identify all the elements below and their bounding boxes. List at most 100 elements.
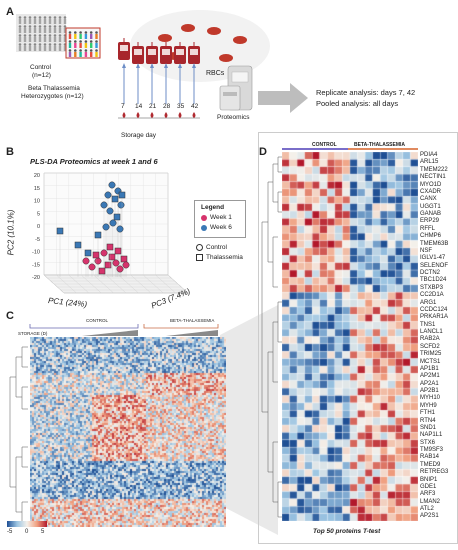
person-icon (48, 19, 52, 24)
person-icon (48, 34, 52, 37)
protein-label: STX6 (420, 439, 436, 446)
person-icon (53, 37, 57, 42)
person-icon (28, 37, 32, 42)
person-icon (48, 46, 52, 51)
scatter-point-control (117, 201, 125, 209)
storage-day-42: 42 (191, 103, 199, 110)
person-icon (38, 16, 42, 19)
person-icon (53, 43, 57, 46)
person-icon (53, 25, 57, 28)
scale-tick-5: 5 (41, 529, 45, 535)
protein-label: LANCL1 (420, 329, 443, 335)
person-icon (58, 19, 62, 24)
person-icon (63, 25, 67, 28)
thalassemia-group-icon (65, 27, 101, 59)
person-icon (23, 19, 27, 24)
person-icon (58, 16, 62, 19)
scatter-point-control (109, 219, 117, 227)
person-icon (18, 46, 22, 51)
person-icon (38, 34, 42, 37)
storage-day-7: 7 (121, 103, 125, 110)
scatter-point-control (100, 249, 108, 257)
blood-drop-icon (192, 112, 196, 118)
protein-label: GANAB (420, 211, 442, 217)
pc2-tick-label: 10 (34, 199, 40, 205)
dendrogram-branch (272, 163, 278, 203)
person-icon (23, 46, 27, 51)
protein-label: SND1 (420, 424, 437, 431)
person-icon (38, 28, 42, 33)
d-control-label: CONTROL (312, 142, 337, 148)
person-icon (18, 43, 22, 46)
protein-label: ERP29 (420, 218, 440, 225)
person-icon (84, 49, 88, 52)
pc2-tick-label: 20 (34, 173, 40, 179)
pc2-tick-label: -10 (32, 250, 40, 256)
zoom-connector (220, 305, 278, 535)
person-icon (63, 28, 67, 33)
person-icon (23, 16, 27, 19)
person-icon (43, 16, 47, 19)
storage-day-28: 28 (163, 103, 171, 110)
person-icon (43, 37, 47, 42)
protein-label: TM9SF3 (420, 447, 444, 453)
dendrogram-branch (277, 191, 282, 213)
person-icon (58, 37, 62, 42)
control-label: Control (30, 64, 51, 71)
person-icon (33, 34, 37, 37)
scale-tick-neg5: -5 (7, 529, 13, 535)
scatter-point-thalassemia (84, 249, 92, 257)
person-icon (58, 43, 62, 46)
panel-letter-d: D (259, 146, 267, 158)
scatter-point-thalassemia (92, 251, 100, 259)
scatter-point-control (104, 191, 112, 199)
legend-week6-label: Week 6 (210, 224, 232, 231)
panel-d-dendrogram (261, 156, 282, 518)
protein-label: TRIM25 (420, 351, 442, 358)
dendrogram-branch (277, 301, 282, 343)
person-icon (48, 43, 52, 46)
legend-title: Legend (201, 204, 225, 211)
panel-a-illustration (16, 10, 308, 119)
person-icon (28, 34, 32, 37)
sampling-arrowhead (178, 63, 182, 68)
person-icon (68, 43, 72, 48)
plsda-title: PLS-DA Proteomics at week 1 and 6 (30, 157, 158, 166)
protein-label: ATL2 (420, 506, 434, 512)
person-icon (84, 43, 88, 48)
protein-label-list: PDIA4 ARL15 TMEM222 NECTIN1 MYO1D CXADR CANX UG… (420, 152, 458, 521)
storage-day-21: 21 (149, 103, 157, 110)
pc2-tick-label: 15 (34, 186, 40, 192)
protein-label: TBC1D24 (420, 277, 447, 284)
pc2-tick-label: 0 (37, 224, 40, 230)
person-icon (79, 52, 82, 57)
person-icon (89, 49, 93, 52)
protein-label: TMEM222 (420, 166, 448, 173)
protein-label: AP2B1 (420, 388, 439, 394)
panel-c-heatmap (30, 337, 226, 527)
person-icon (18, 37, 22, 42)
person-icon (18, 34, 22, 37)
person-icon (43, 19, 47, 24)
protein-label: MYO1D (420, 181, 442, 188)
scatter-point-thalassemia (114, 247, 122, 255)
person-icon (84, 34, 88, 39)
protein-label: MYH9 (420, 402, 437, 409)
blood-bag-label (134, 49, 142, 55)
person-icon (43, 43, 47, 46)
legend-control-label: Control (206, 244, 227, 251)
scale-tick-0: 0 (25, 529, 29, 535)
person-icon (95, 34, 98, 39)
blood-bag-label (120, 45, 128, 51)
storage-day-35: 35 (177, 103, 185, 110)
dendrogram-branch (267, 351, 273, 473)
protein-label: IGLV1-47 (420, 255, 446, 262)
person-icon (95, 40, 98, 43)
person-icon (74, 34, 77, 39)
person-icon (79, 40, 82, 43)
panel-d-heatmap (282, 152, 418, 521)
protein-label: STXBP3 (420, 284, 444, 291)
person-icon (68, 52, 72, 57)
person-icon (79, 43, 82, 48)
protein-label: CC2D1A (420, 292, 444, 299)
